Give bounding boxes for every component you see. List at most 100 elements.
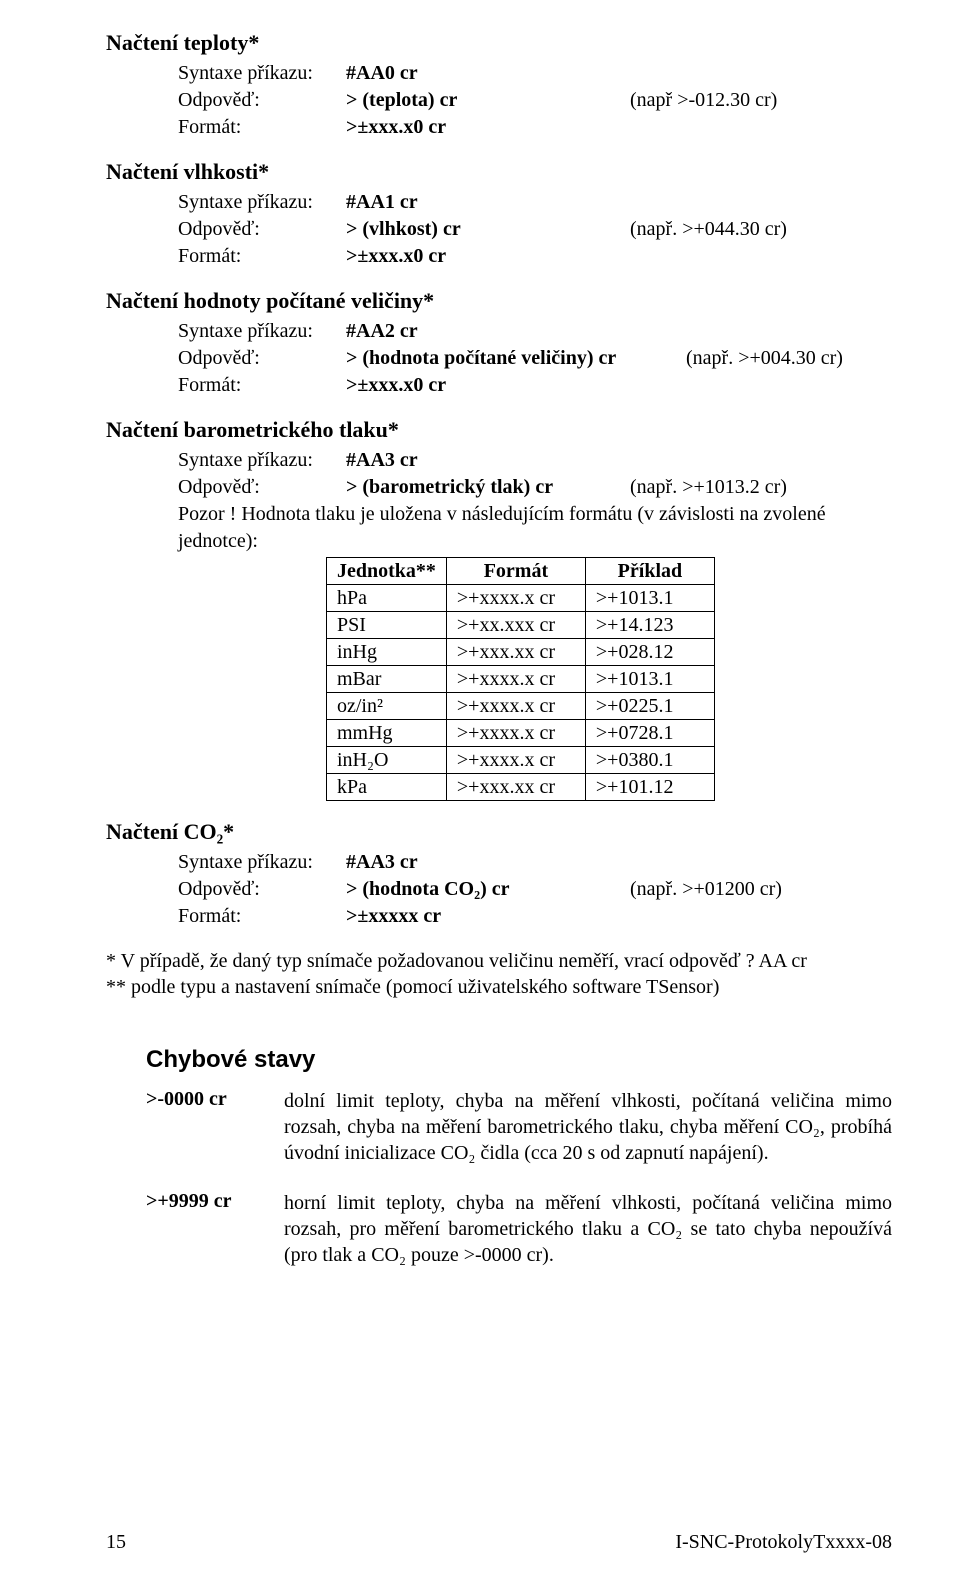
section-title: Načtení vlhkosti* [106,159,892,185]
footnote: * V případě, že daný typ snímače požadov… [106,948,892,974]
command-row: Syntaxe příkazu: #AA0 cr [178,60,892,87]
footnote: ** podle typu a nastavení snímače (pomoc… [106,974,892,1000]
row-label: Formát: [178,243,346,270]
row-label: Syntaxe příkazu: [178,189,346,216]
table-cell: >+xxxx.x cr [446,747,585,774]
row-value: #AA2 cr [346,318,630,345]
row-label: Formát: [178,114,346,141]
command-row: Formát: >±xxx.x0 cr [178,114,892,141]
command-row: Formát: >±xxx.x0 cr [178,243,892,270]
table-cell: >+14.123 [585,612,714,639]
table-cell: >+0728.1 [585,720,714,747]
command-row: Odpověď: > (hodnota počítané veličiny) c… [178,345,892,372]
row-value: > (hodnota počítané veličiny) cr [346,345,686,372]
command-row: Syntaxe příkazu: #AA1 cr [178,189,892,216]
row-value: > (hodnota CO₂) cr [346,876,630,903]
command-row: Syntaxe příkazu: #AA2 cr [178,318,892,345]
command-section: Načtení teploty* Syntaxe příkazu: #AA0 c… [106,30,892,141]
row-label: Odpověď: [178,216,346,243]
command-row: Syntaxe příkazu: #AA3 cr [178,447,892,474]
command-row: Formát: >±xxxxx cr [178,903,892,930]
error-description: dolní limit teploty, chyba na měření vlh… [284,1088,892,1166]
command-row: Odpověď: > (teplota) cr (např >-012.30 c… [178,87,892,114]
table-cell: >+1013.1 [585,585,714,612]
command-row: Formát: >±xxx.x0 cr [178,372,892,399]
row-value: >±xxx.x0 cr [346,114,630,141]
command-row: Odpověď: > (vlhkost) cr (např. >+044.30 … [178,216,892,243]
table-row: hPa>+xxxx.x cr>+1013.1 [327,585,715,612]
row-example: (např. >+004.30 cr) [686,345,843,372]
table-cell: >+xx.xxx cr [446,612,585,639]
pozor-note: Pozor ! Hodnota tlaku je uložena v násle… [178,501,892,555]
table-header-cell: Formát [446,558,585,585]
error-code: >+9999 cr [146,1190,284,1268]
table-row: mmHg>+xxxx.x cr>+0728.1 [327,720,715,747]
table-row: mBar>+xxxx.x cr>+1013.1 [327,666,715,693]
table-cell: inHg [327,639,447,666]
row-label: Syntaxe příkazu: [178,318,346,345]
table-row: inH₂O>+xxxx.x cr>+0380.1 [327,747,715,774]
row-label: Odpověď: [178,345,346,372]
error-states-heading: Chybové stavy [146,1046,892,1074]
section-title: Načtení CO₂* [106,819,892,845]
row-label: Odpověď: [178,87,346,114]
command-section: Načtení barometrického tlaku* Syntaxe př… [106,417,892,801]
row-value: #AA3 cr [346,849,630,876]
table-row: kPa>+xxx.xx cr>+101.12 [327,774,715,801]
section-title: Načtení hodnoty počítané veličiny* [106,288,892,314]
table-cell: oz/in² [327,693,447,720]
row-label: Formát: [178,903,346,930]
row-label: Formát: [178,372,346,399]
row-example: (např. >+044.30 cr) [630,216,787,243]
command-row: Syntaxe příkazu: #AA3 cr [178,849,892,876]
row-value: #AA1 cr [346,189,630,216]
table-cell: >+xxxx.x cr [446,666,585,693]
document-id: I-SNC-ProtokolyTxxxx-08 [675,1531,892,1554]
table-cell: mBar [327,666,447,693]
table-header-cell: Jednotka** [327,558,447,585]
table-cell: >+1013.1 [585,666,714,693]
section-title: Načtení barometrického tlaku* [106,417,892,443]
table-cell: inH₂O [327,747,447,774]
command-row: Odpověď: > (hodnota CO₂) cr (např. >+012… [178,876,892,903]
error-code: >-0000 cr [146,1088,284,1166]
table-header-row: Jednotka** Formát Příklad [327,558,715,585]
error-row: >-0000 cr dolní limit teploty, chyba na … [146,1088,892,1166]
table-cell: >+0225.1 [585,693,714,720]
table-cell: hPa [327,585,447,612]
row-value: >±xxxxx cr [346,903,630,930]
row-example: (např. >+1013.2 cr) [630,474,787,501]
table-row: oz/in²>+xxxx.x cr>+0225.1 [327,693,715,720]
row-label: Syntaxe příkazu: [178,849,346,876]
section-title: Načtení teploty* [106,30,892,56]
table-cell: mmHg [327,720,447,747]
row-label: Odpověď: [178,876,346,903]
command-section: Načtení hodnoty počítané veličiny* Synta… [106,288,892,399]
command-section: Načtení vlhkosti* Syntaxe příkazu: #AA1 … [106,159,892,270]
format-table: Jednotka** Formát Příklad hPa>+xxxx.x cr… [326,557,715,801]
footnotes: * V případě, že daný typ snímače požadov… [106,948,892,1000]
row-label: Syntaxe příkazu: [178,447,346,474]
row-value: #AA0 cr [346,60,630,87]
row-example: (např >-012.30 cr) [630,87,777,114]
page-number: 15 [106,1531,126,1554]
table-cell: >+xxx.xx cr [446,639,585,666]
page-footer: 15 I-SNC-ProtokolyTxxxx-08 [106,1531,892,1554]
error-description: horní limit teploty, chyba na měření vlh… [284,1190,892,1268]
command-section: Načtení CO₂* Syntaxe příkazu: #AA3 cr Od… [106,819,892,930]
error-row: >+9999 cr horní limit teploty, chyba na … [146,1190,892,1268]
row-value: >±xxx.x0 cr [346,372,630,399]
row-value: #AA3 cr [346,447,630,474]
table-cell: >+0380.1 [585,747,714,774]
table-cell: >+xxxx.x cr [446,693,585,720]
table-cell: PSI [327,612,447,639]
table-row: inHg>+xxx.xx cr>+028.12 [327,639,715,666]
row-value: > (vlhkost) cr [346,216,630,243]
table-cell: >+101.12 [585,774,714,801]
table-cell: >+028.12 [585,639,714,666]
table-cell: kPa [327,774,447,801]
table-header-cell: Příklad [585,558,714,585]
row-value: >±xxx.x0 cr [346,243,630,270]
table-cell: >+xxxx.x cr [446,720,585,747]
table-cell: >+xxxx.x cr [446,585,585,612]
